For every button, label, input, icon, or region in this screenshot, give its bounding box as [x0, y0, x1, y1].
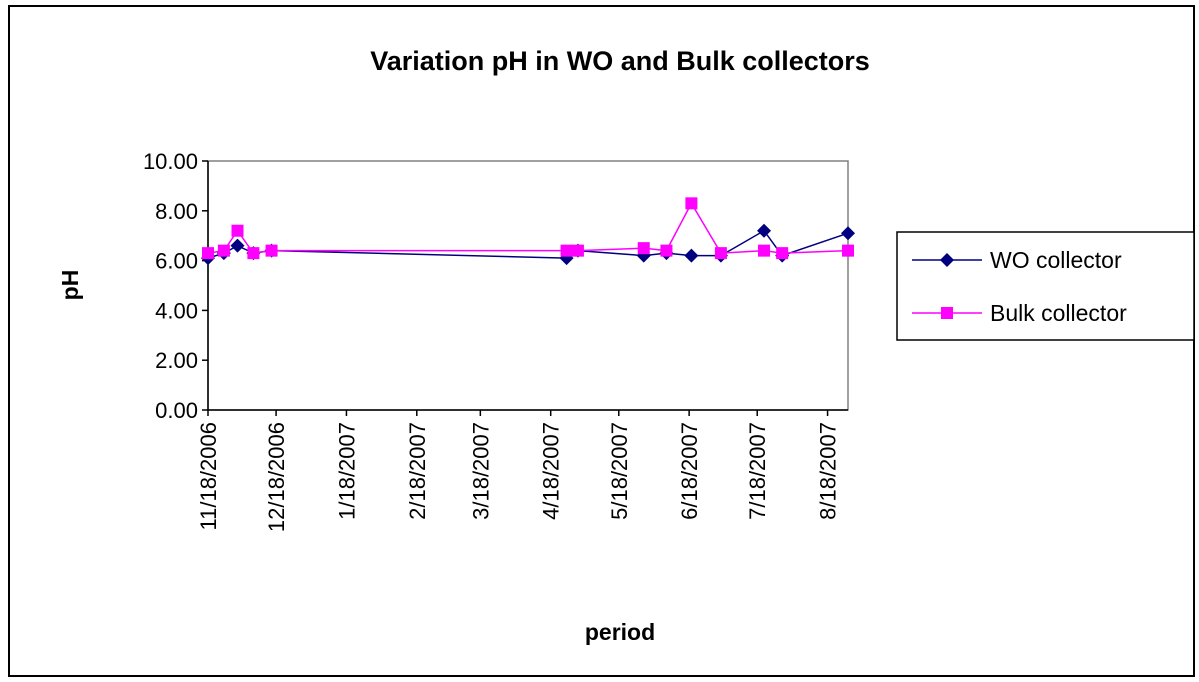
legend-marker [940, 253, 954, 267]
point [560, 244, 573, 257]
plot-area [207, 160, 849, 411]
y-tick-label: 2.00 [155, 348, 198, 373]
legend-label: Bulk collector [990, 300, 1127, 326]
y-axis-label: pH [57, 270, 83, 301]
legend-label: WO collector [990, 247, 1122, 273]
y-tick-label: 6.00 [155, 249, 198, 274]
y-tick-label: 4.00 [155, 298, 198, 323]
y-tick-label: 8.00 [155, 199, 198, 224]
point [265, 244, 278, 257]
point [202, 247, 214, 260]
x-tick-label: 3/18/2007 [468, 422, 493, 520]
point [714, 247, 727, 260]
point [660, 244, 673, 257]
x-tick-label: 4/18/2007 [539, 422, 564, 520]
point [231, 224, 244, 237]
x-tick-label: 2/18/2007 [405, 422, 430, 520]
x-tick-label: 6/18/2007 [677, 422, 702, 520]
x-tick-label: 11/18/2006 [196, 422, 221, 530]
point [758, 244, 771, 257]
point [842, 244, 854, 257]
point [685, 197, 698, 210]
point [841, 226, 855, 241]
x-tick-label: 8/18/2007 [816, 422, 841, 520]
x-tick-label: 1/18/2007 [334, 422, 359, 520]
point [230, 238, 245, 253]
y-tick-label: 10.00 [143, 149, 198, 174]
x-tick-label: 12/18/2006 [264, 422, 289, 532]
point [637, 242, 650, 255]
y-tick-label: 0.00 [155, 398, 198, 423]
point [684, 248, 699, 263]
point [571, 244, 584, 257]
point [217, 244, 230, 257]
legend-box [896, 231, 1195, 341]
x-axis-label: period [585, 619, 655, 645]
x-tick-label: 5/18/2007 [607, 422, 632, 520]
point [247, 247, 260, 260]
point [776, 247, 789, 260]
x-tick-label: 7/18/2007 [745, 422, 770, 520]
legend-marker [941, 307, 953, 319]
chart-title: Variation pH in WO and Bulk collectors [370, 46, 870, 76]
point [757, 223, 772, 238]
